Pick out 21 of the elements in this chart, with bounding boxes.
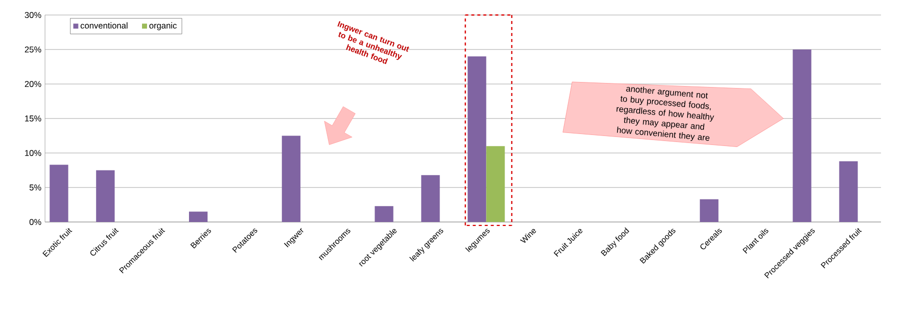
y-tick-label: 25% <box>24 46 42 52</box>
bar <box>50 164 68 222</box>
bar <box>700 199 718 222</box>
y-tick-label: 5% <box>30 184 42 190</box>
y-tick-label: 30% <box>24 12 42 18</box>
y-tick-label: 20% <box>24 80 42 87</box>
legend-label: conventional <box>80 22 128 29</box>
bar <box>421 175 440 222</box>
y-tick-label: 0% <box>30 218 42 225</box>
bar <box>486 146 505 222</box>
bar <box>374 206 394 222</box>
y-tick-label: 10% <box>25 150 42 156</box>
y-tick-label: 15% <box>25 116 42 122</box>
legend-label: organic <box>149 22 177 30</box>
bar <box>839 161 858 222</box>
bar <box>96 170 115 222</box>
bar <box>468 56 486 222</box>
bar <box>792 49 812 222</box>
bar <box>188 212 208 222</box>
bar <box>282 136 300 222</box>
annotation: another argument not to buy processed foods, regardless of how healthy they may appear and how convenient they are <box>616 86 714 141</box>
